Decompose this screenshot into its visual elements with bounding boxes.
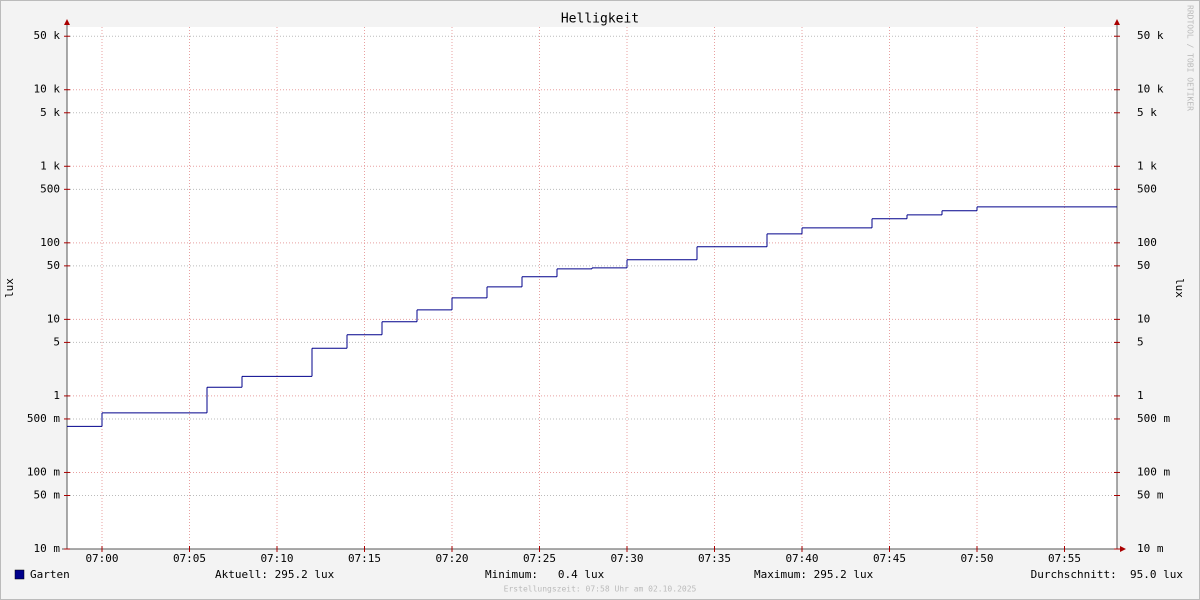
stat-maximum: Maximum: 295.2 lux: [754, 568, 874, 581]
y2-axis-label: lux: [1173, 278, 1186, 298]
legend-swatch: [14, 569, 25, 580]
x-tick-label: 07:40: [785, 552, 818, 565]
plot-area: [67, 27, 1117, 549]
y-tick-label: 100: [40, 236, 60, 249]
y2-tick-label: 50: [1137, 259, 1150, 272]
y-tick-label: 50 m: [34, 488, 61, 501]
y2-tick-label: 10 k: [1137, 83, 1164, 96]
y-axis-label: lux: [3, 278, 16, 298]
y2-tick-label: 500 m: [1137, 412, 1170, 425]
x-tick-label: 07:35: [698, 552, 731, 565]
y2-tick-label: 500: [1137, 182, 1157, 195]
x-tick-label: 07:30: [610, 552, 643, 565]
y-tick-label: 10: [47, 312, 60, 325]
y2-tick-label: 10 m: [1137, 542, 1164, 555]
footer: Erstellungszeit: 07:58 Uhr am 02.10.2025: [504, 585, 697, 594]
y2-tick-label: 10: [1137, 312, 1150, 325]
chart-title: Helligkeit: [561, 12, 639, 27]
stat-current: Aktuell: 295.2 lux: [215, 568, 335, 581]
x-tick-label: 07:25: [523, 552, 556, 565]
x-tick-label: 07:50: [960, 552, 993, 565]
y-tick-label: 1: [53, 389, 60, 402]
x-tick-label: 07:45: [873, 552, 906, 565]
y-tick-label: 500 m: [27, 412, 60, 425]
x-tick-label: 07:05: [173, 552, 206, 565]
y-tick-label: 1 k: [40, 159, 60, 172]
y2-tick-label: 1: [1137, 389, 1144, 402]
y-tick-label: 10 m: [34, 542, 61, 555]
y-tick-label: 5 k: [40, 106, 60, 119]
x-tick-label: 07:20: [435, 552, 468, 565]
y2-tick-label: 5 k: [1137, 106, 1157, 119]
watermark: RRDTOOL / TOBI OETIKER: [1186, 5, 1195, 111]
x-tick-label: 07:55: [1048, 552, 1081, 565]
y-tick-label: 5: [53, 335, 60, 348]
stat-average: Durchschnitt: 95.0 lux: [1031, 568, 1184, 581]
y-tick-label: 10 k: [34, 83, 61, 96]
y-tick-label: 100 m: [27, 465, 60, 478]
y-tick-label: 500: [40, 182, 60, 195]
y-tick-label: 50 k: [34, 29, 61, 42]
x-tick-label: 07:15: [348, 552, 381, 565]
y2-tick-label: 50 k: [1137, 29, 1164, 42]
x-tick-label: 07:10: [260, 552, 293, 565]
y2-tick-label: 100: [1137, 236, 1157, 249]
y2-tick-label: 5: [1137, 335, 1144, 348]
stat-minimum: Minimum: 0.4 lux: [485, 568, 605, 581]
y2-tick-label: 1 k: [1137, 159, 1157, 172]
y-tick-label: 50: [47, 259, 60, 272]
y2-tick-label: 100 m: [1137, 465, 1170, 478]
y2-tick-label: 50 m: [1137, 488, 1164, 501]
grid: [67, 27, 1117, 550]
legend-label: Garten: [30, 568, 70, 581]
x-tick-label: 07:00: [85, 552, 118, 565]
